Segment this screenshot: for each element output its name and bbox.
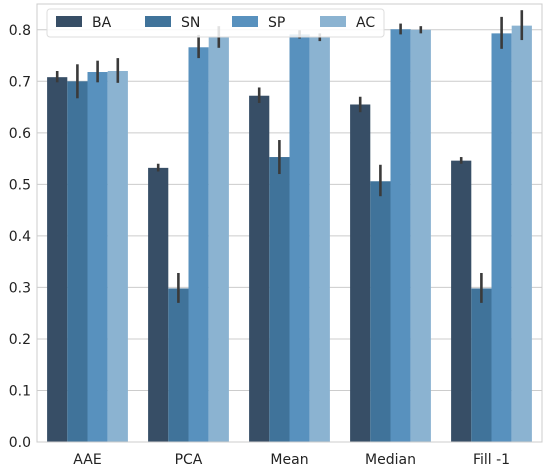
x-tick-label: Fill -1 — [473, 452, 510, 468]
bar-ba — [350, 104, 371, 442]
error-bars — [55, 10, 524, 303]
bar-sn — [67, 81, 88, 442]
y-tick-label: 0.2 — [9, 332, 31, 348]
bar-ba — [451, 160, 472, 442]
bar-sp — [390, 29, 411, 442]
bar-sn — [168, 288, 189, 442]
bar-ba — [47, 77, 68, 443]
bar-sp — [491, 33, 512, 442]
bar-ac — [410, 29, 431, 442]
x-tick-label: PCA — [175, 452, 203, 468]
y-tick-label: 0.7 — [9, 74, 31, 90]
y-tick-label: 0.3 — [9, 280, 31, 296]
y-tick-label: 0.5 — [9, 177, 31, 193]
bar-sn — [269, 157, 290, 442]
legend: BA SN SP AC — [46, 8, 385, 38]
bar-ac — [309, 37, 330, 443]
legend-label-ac: AC — [356, 15, 375, 31]
legend-swatch-ac — [320, 16, 346, 27]
x-tick-label: Mean — [270, 452, 308, 468]
legend-swatch-ba — [56, 16, 82, 27]
bar-sp — [289, 34, 310, 443]
legend-box — [46, 8, 385, 38]
bar-sp — [188, 47, 209, 443]
legend-label-sp: SP — [268, 15, 285, 31]
y-tick-label: 0.1 — [9, 383, 31, 399]
y-tick-label: 0.6 — [9, 126, 31, 142]
y-axis: 0.0 0.1 0.2 0.3 0.4 0.5 0.6 0.7 0.8 — [9, 23, 31, 451]
x-axis: AAE PCA Mean Median Fill -1 — [73, 452, 510, 468]
legend-label-ba: BA — [92, 15, 112, 31]
bar-sn — [370, 181, 391, 442]
legend-swatch-sn — [145, 16, 171, 27]
legend-label-sn: SN — [181, 15, 200, 31]
legend-swatch-sp — [232, 16, 258, 27]
x-tick-label: Median — [365, 452, 416, 468]
bar-ba — [249, 95, 270, 442]
bar-ac — [208, 36, 229, 443]
bar-ba — [148, 167, 169, 442]
bar-ac — [511, 25, 532, 442]
x-tick-label: AAE — [73, 452, 101, 468]
bar-sn — [471, 288, 492, 442]
y-tick-label: 0.4 — [9, 229, 31, 245]
bar-sp — [87, 72, 108, 442]
y-tick-label: 0.0 — [9, 435, 31, 451]
y-tick-label: 0.8 — [9, 23, 31, 39]
plot-frame — [36, 3, 543, 443]
bar-ac — [107, 70, 128, 443]
bars — [47, 25, 532, 443]
